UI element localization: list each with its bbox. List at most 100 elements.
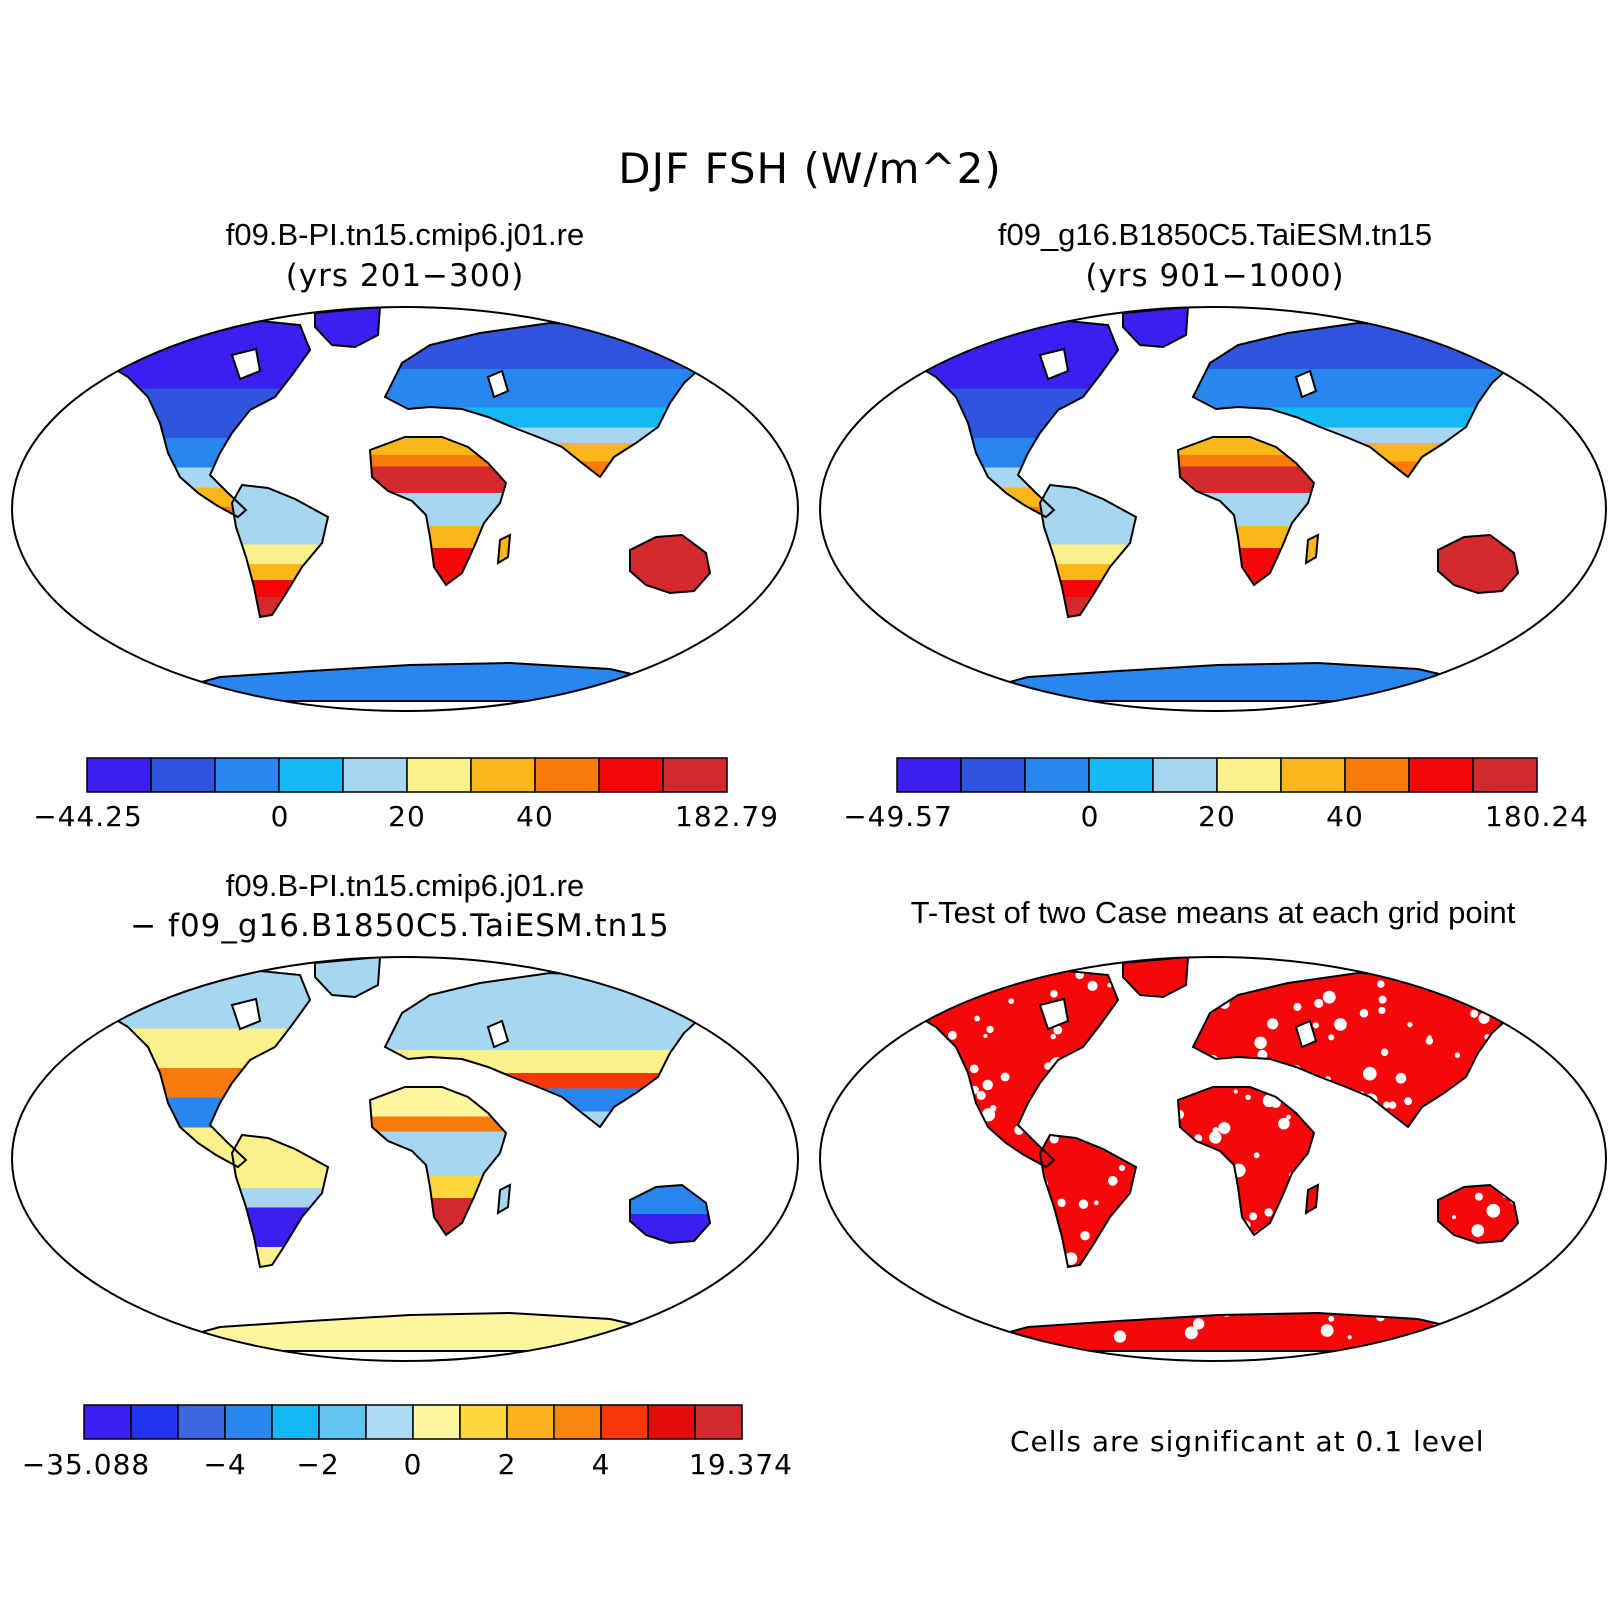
coastline bbox=[1304, 1183, 1320, 1215]
coastline bbox=[230, 483, 330, 619]
land-eurasia bbox=[1193, 323, 1514, 477]
colorbar-box bbox=[150, 757, 216, 793]
colorbar-box bbox=[896, 757, 962, 793]
colorbar-label: −35.088 bbox=[21, 1448, 151, 1481]
colorbar-box bbox=[662, 757, 728, 793]
colorbar-difference bbox=[83, 1404, 743, 1440]
panel-title-case1: f09.B-PI.tn15.cmip6.j01.re bbox=[225, 217, 585, 252]
coastline bbox=[383, 971, 708, 1129]
colorbar-label: −44.25 bbox=[33, 800, 143, 833]
colorbar-label: 2 bbox=[497, 1448, 517, 1481]
land-eurasia bbox=[385, 973, 706, 1127]
colorbar-label: 0 bbox=[403, 1448, 423, 1481]
panel-subtitle-diff: − f09_g16.B1850C5.TaiESM.tn15 bbox=[130, 908, 670, 944]
colorbar-box bbox=[459, 1404, 508, 1440]
land-samerica bbox=[232, 485, 328, 617]
colorbar-label: 40 bbox=[1326, 800, 1364, 833]
colorbar-box bbox=[600, 1404, 649, 1440]
colorbar-box bbox=[130, 1404, 179, 1440]
land-greenland bbox=[1123, 957, 1188, 997]
colorbar-box bbox=[214, 757, 280, 793]
colorbar-box bbox=[1408, 757, 1474, 793]
panel-subtitle-case1: (yrs 201−300) bbox=[285, 258, 525, 294]
land-greenland bbox=[315, 307, 380, 347]
coastline bbox=[171, 661, 673, 702]
colorbar-box bbox=[1216, 757, 1282, 793]
land-africa bbox=[1178, 437, 1314, 585]
coastline bbox=[1038, 1133, 1138, 1269]
colorbar-label: 182.79 bbox=[675, 800, 779, 833]
colorbar-box bbox=[1280, 757, 1346, 793]
colorbar-box bbox=[598, 757, 664, 793]
land-samerica bbox=[1040, 1135, 1136, 1267]
coastline bbox=[1122, 957, 1190, 999]
colorbar-box bbox=[278, 757, 344, 793]
colorbar-box bbox=[1344, 757, 1410, 793]
colorbar-label: 20 bbox=[388, 800, 426, 833]
colorbar-box bbox=[470, 757, 536, 793]
colorbar-label: 20 bbox=[1198, 800, 1236, 833]
colorbar-box bbox=[1152, 757, 1218, 793]
panel-subtitle-case2: (yrs 901−1000) bbox=[1085, 258, 1345, 294]
colorbar-label: −2 bbox=[296, 1448, 340, 1481]
land-africa bbox=[370, 437, 506, 585]
land-greenland bbox=[1123, 307, 1188, 347]
map-frame bbox=[819, 956, 1607, 1362]
colorbar-box bbox=[506, 1404, 555, 1440]
coastline bbox=[496, 533, 512, 565]
coastline bbox=[314, 307, 382, 349]
coastline bbox=[87, 967, 312, 1169]
coastline bbox=[368, 436, 508, 587]
land-madagascar bbox=[498, 1185, 510, 1213]
land-australia bbox=[630, 535, 710, 593]
coastline bbox=[1038, 483, 1138, 619]
colorbar-box bbox=[1472, 757, 1538, 793]
coastline bbox=[895, 967, 1120, 1169]
land-madagascar bbox=[1306, 535, 1318, 563]
colorbar-box bbox=[534, 757, 600, 793]
coastline bbox=[629, 1183, 712, 1245]
coastline bbox=[230, 1133, 330, 1269]
coastline bbox=[1122, 307, 1190, 349]
land-eurasia bbox=[385, 323, 706, 477]
colorbar-box bbox=[960, 757, 1026, 793]
colorbar-box bbox=[406, 757, 472, 793]
coastline bbox=[1191, 321, 1516, 479]
land-australia bbox=[1438, 535, 1518, 593]
colorbar-label: 180.24 bbox=[1485, 800, 1589, 833]
map-difference bbox=[10, 955, 800, 1363]
coastline bbox=[171, 1311, 673, 1352]
colorbar-box bbox=[318, 1404, 367, 1440]
colorbar-box bbox=[271, 1404, 320, 1440]
land-madagascar bbox=[1306, 1185, 1318, 1213]
coastline bbox=[368, 1086, 508, 1237]
coastline bbox=[1437, 1183, 1520, 1245]
coastline bbox=[496, 1183, 512, 1215]
colorbar-label: 4 bbox=[591, 1448, 611, 1481]
coastline bbox=[1437, 533, 1520, 595]
colorbar-box bbox=[177, 1404, 226, 1440]
coastline bbox=[979, 661, 1481, 702]
land-australia bbox=[630, 1185, 710, 1243]
land-africa bbox=[370, 1087, 506, 1235]
land-madagascar bbox=[498, 535, 510, 563]
panel-title-case2: f09_g16.B1850C5.TaiESM.tn15 bbox=[997, 217, 1433, 252]
colorbar-box bbox=[1088, 757, 1154, 793]
colorbar-box bbox=[86, 757, 152, 793]
colorbar-box bbox=[412, 1404, 461, 1440]
map-frame bbox=[11, 956, 799, 1362]
land-australia bbox=[1438, 1185, 1518, 1243]
colorbar-box bbox=[1024, 757, 1090, 793]
colorbar-case1 bbox=[86, 757, 728, 793]
map-case1 bbox=[10, 305, 800, 713]
colorbar-label: −4 bbox=[203, 1448, 247, 1481]
panel-title-diff: f09.B-PI.tn15.cmip6.j01.re bbox=[225, 868, 585, 903]
colorbar-label: 40 bbox=[516, 800, 554, 833]
colorbar-box bbox=[694, 1404, 743, 1440]
coastline bbox=[87, 317, 312, 519]
main-title: DJF FSH (W/m^2) bbox=[618, 144, 1002, 193]
land-samerica bbox=[232, 1135, 328, 1267]
coastline bbox=[1304, 533, 1320, 565]
coastline bbox=[1191, 971, 1516, 1129]
coastline bbox=[629, 533, 712, 595]
